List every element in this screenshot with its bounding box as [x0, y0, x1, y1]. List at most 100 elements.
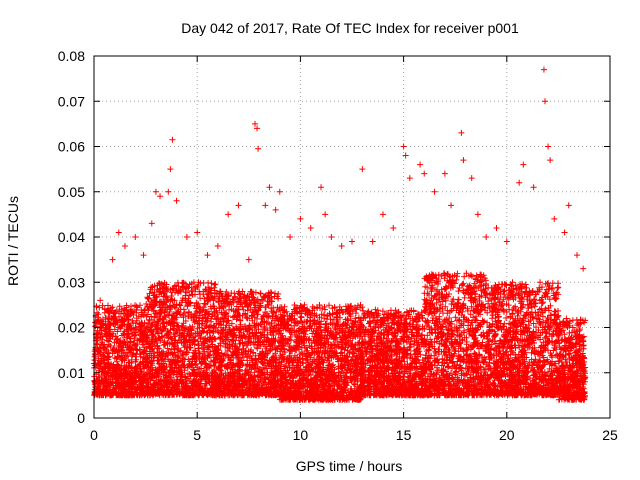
data-point	[255, 145, 262, 152]
data-point	[460, 157, 467, 164]
data-point	[152, 188, 159, 195]
data-point	[287, 234, 294, 240]
data-point	[194, 229, 201, 236]
data-point	[417, 161, 424, 168]
data-point	[573, 252, 580, 259]
x-tick-label: 10	[293, 427, 309, 443]
data-point	[167, 166, 174, 173]
data-point	[396, 369, 403, 376]
data-point	[551, 215, 558, 222]
data-point	[565, 202, 572, 209]
data-point	[268, 319, 275, 326]
data-point	[431, 188, 438, 195]
data-point	[541, 98, 548, 105]
data-point	[569, 324, 576, 331]
y-tick-label: 0	[77, 410, 85, 426]
data-point	[369, 238, 376, 245]
data-point	[97, 297, 104, 304]
data-point	[499, 356, 506, 363]
y-tick-label: 0.07	[58, 93, 85, 109]
data-series	[91, 66, 589, 403]
data-point	[313, 342, 320, 349]
x-tick-label: 20	[499, 427, 515, 443]
data-point	[225, 211, 232, 218]
data-point	[266, 184, 273, 191]
data-point	[276, 188, 283, 195]
data-point	[390, 224, 397, 231]
data-point	[318, 184, 325, 191]
data-point	[289, 365, 296, 372]
data-point	[132, 234, 139, 240]
data-point	[448, 202, 455, 209]
data-point	[95, 360, 102, 367]
data-point	[520, 161, 527, 168]
x-tick-label: 5	[193, 427, 201, 443]
data-point	[516, 179, 523, 186]
data-point	[493, 224, 500, 231]
data-point	[307, 224, 314, 231]
data-point	[580, 265, 587, 272]
data-point	[437, 301, 444, 308]
data-point	[421, 170, 428, 177]
y-tick-label: 0.01	[58, 365, 85, 381]
data-point	[379, 211, 386, 218]
data-point	[144, 324, 151, 331]
data-point	[254, 125, 261, 132]
y-tick-label: 0.06	[58, 139, 85, 155]
axis-ticks	[93, 55, 611, 419]
data-point	[503, 238, 510, 245]
data-point	[322, 211, 329, 218]
data-point	[173, 197, 180, 204]
data-point	[561, 229, 568, 236]
data-point	[441, 170, 448, 177]
data-point	[349, 238, 355, 245]
data-point	[530, 184, 537, 191]
data-point	[474, 211, 481, 218]
data-point	[169, 136, 176, 143]
data-point	[512, 319, 519, 326]
data-point	[557, 351, 564, 358]
data-point	[454, 329, 461, 336]
data-point	[161, 338, 168, 345]
data-point	[536, 297, 543, 304]
data-point	[375, 333, 382, 340]
data-point	[115, 229, 122, 236]
data-point	[214, 243, 221, 250]
x-tick-label: 25	[602, 427, 618, 443]
data-point	[334, 310, 341, 317]
data-point	[111, 315, 118, 322]
chart-title: Day 042 of 2017, Rate Of TEC Index for r…	[181, 20, 519, 36]
data-point	[177, 306, 184, 313]
data-point	[412, 315, 419, 322]
y-tick-label: 0.04	[58, 229, 85, 245]
data-point	[540, 66, 547, 73]
data-point	[402, 152, 409, 159]
data-point	[204, 252, 211, 259]
y-tick-label: 0.05	[58, 184, 85, 200]
data-point	[165, 188, 172, 195]
data-point	[479, 342, 486, 349]
x-tick-label: 0	[90, 427, 98, 443]
data-point	[103, 333, 110, 340]
data-point	[140, 252, 147, 259]
data-point	[198, 356, 205, 363]
x-tick-labels: 0 5 10 15 20 25	[90, 427, 618, 443]
data-point	[355, 360, 362, 367]
y-tick-labels: 0 0.01 0.02 0.03 0.04 0.05 0.06 0.07 0.08	[58, 48, 85, 426]
data-point	[157, 193, 164, 200]
data-point	[458, 129, 465, 136]
data-point	[582, 374, 589, 381]
x-axis-label: GPS time / hours	[296, 458, 403, 474]
data-point	[121, 243, 128, 250]
data-point	[148, 220, 155, 227]
data-point	[483, 234, 490, 240]
data-point	[545, 143, 552, 150]
data-point	[262, 202, 269, 209]
data-point	[400, 143, 407, 150]
y-tick-label: 0.08	[58, 48, 85, 64]
data-point	[359, 166, 366, 173]
data-point	[239, 351, 246, 358]
data-point	[218, 329, 225, 336]
data-point	[109, 256, 116, 263]
